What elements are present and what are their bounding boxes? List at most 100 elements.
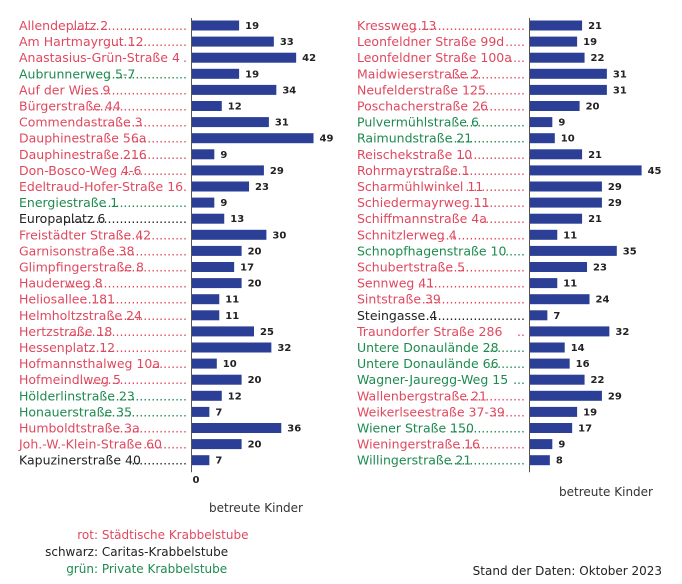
right-value-label: 17	[578, 424, 592, 435]
right-category-label: Maidwieserstraße 2	[357, 66, 479, 81]
left-bar	[192, 165, 264, 176]
left-value-label: 20	[248, 440, 262, 451]
right-category-dots: .........	[489, 404, 525, 419]
right-category-dots: ..............	[469, 82, 525, 97]
right-value-label: 16	[576, 359, 590, 370]
left-category-label: Humboldtstraße 3a	[19, 421, 140, 436]
right-category-dots: ..	[517, 324, 525, 339]
left-category-dots: .........	[151, 356, 187, 371]
left-value-label: 9	[220, 198, 227, 209]
right-category-label: Untere Donaulände 66	[357, 356, 499, 371]
left-value-label: 20	[248, 246, 262, 257]
left-category-dots: ......................	[100, 115, 187, 130]
left-value-label: 17	[240, 263, 254, 274]
legend-label-rot: Städtische Krabbelstube	[101, 528, 249, 542]
right-category-label: Pulvermühlstraße 6	[357, 115, 479, 130]
right-category-dots: .....	[505, 34, 525, 49]
left-category-label: Heliosallee 181	[19, 292, 115, 307]
legend-item-gruen: grün: Private Krabbelstube	[0, 561, 248, 578]
left-category-label: Hessenplatz 12	[19, 340, 115, 355]
right-value-label: 32	[615, 327, 629, 338]
left-bar	[192, 310, 220, 321]
right-category-label: Schubertstraße 5	[357, 260, 465, 275]
right-bar	[530, 310, 548, 321]
left-bar	[192, 149, 215, 160]
right-category-dots: .........	[489, 356, 525, 371]
left-category-label: Hölderlinstraße 23	[19, 388, 135, 403]
left-category-label: Auf der Wies 9	[19, 82, 110, 97]
left-category-dots: ...........................	[80, 82, 187, 97]
right-category-label: Sintstraße 39	[357, 292, 441, 307]
left-value-label: 9	[220, 150, 227, 161]
left-category-dots: .............................	[72, 18, 187, 33]
chart: Allendeplatz 2..........................…	[18, 18, 662, 515]
left-value-label: 34	[282, 85, 296, 96]
right-bar	[530, 68, 607, 79]
right-category-dots: ...............	[465, 115, 525, 130]
left-bar	[192, 326, 254, 337]
right-value-label: 22	[591, 375, 605, 386]
right-value-label: 7	[553, 311, 560, 322]
left-category-dots: .	[183, 179, 187, 194]
right-category-dots: .................	[457, 437, 525, 452]
left-category-label: Freistädter Straße 42	[19, 227, 151, 242]
legend-label-gruen: Private Krabbelstube	[101, 562, 228, 576]
left-value-label: 19	[245, 69, 259, 80]
right-category-label: Leonfeldner Straße 100a	[357, 50, 512, 65]
right-category-label: Wiener Straße 150	[357, 421, 474, 436]
left-value-label: 32	[277, 343, 291, 354]
right-value-label: 21	[588, 21, 602, 32]
left-category-dots: ................................	[60, 276, 187, 291]
right-value-label: 31	[613, 85, 627, 96]
left-bar	[192, 342, 272, 353]
right-value-label: 11	[563, 230, 577, 241]
left-category-dots: .....................	[104, 404, 187, 419]
left-value-label: 49	[320, 134, 334, 145]
right-value-label: 21	[588, 150, 602, 161]
left-bar	[192, 20, 240, 31]
right-category-label: Schnopfhagenstraße 10	[357, 243, 506, 258]
left-category-label: Kapuzinerstraße 40	[19, 453, 141, 468]
right-bar	[530, 406, 578, 417]
left-category-dots: .....................	[104, 388, 187, 403]
right-bar	[530, 374, 585, 385]
right-bar	[530, 245, 617, 256]
right-bar	[530, 326, 610, 337]
left-value-label: 19	[245, 21, 259, 32]
right-value-label: 19	[583, 407, 597, 418]
right-bar	[530, 439, 553, 450]
right-bar	[530, 213, 583, 224]
left-bar	[192, 181, 250, 192]
legend-item-rot: rot: Städtische Krabbelstube	[0, 527, 248, 544]
left-category-label: Garnisonstraße 38	[19, 243, 134, 258]
left-bar	[192, 68, 240, 79]
right-category-dots: .......................	[434, 227, 525, 242]
left-bar	[192, 229, 267, 240]
right-category-label: Schiffmannstraße 4a	[357, 211, 487, 226]
left-value-label: 36	[287, 424, 301, 435]
legend-key-gruen: grün:	[66, 562, 98, 576]
data-date-note: Stand der Daten: Oktober 2023	[472, 564, 662, 578]
right-category-dots: ..............................	[406, 18, 525, 33]
right-category-label: Scharmühlwinkel 11	[357, 179, 483, 194]
right-value-label: 9	[558, 440, 565, 451]
legend-item-schwarz: schwarz: Caritas-Krabbelstube	[0, 544, 248, 561]
right-bar	[530, 101, 580, 111]
left-category-dots: ..............	[131, 453, 187, 468]
right-bar	[530, 278, 558, 289]
left-category-label: Hertzstraße 18	[19, 324, 112, 339]
right-category-label: Leonfeldner Straße 99d	[357, 34, 504, 49]
left-value-label: 33	[280, 37, 294, 48]
right-category-dots: .................	[457, 147, 525, 162]
right-x-axis-title: betreute Kinder	[559, 485, 653, 499]
right-category-dots: ..........................	[422, 292, 525, 307]
left-zero-tick-label: 0	[193, 475, 200, 486]
left-bar	[192, 262, 235, 272]
right-bar	[530, 36, 578, 47]
right-bar	[530, 342, 565, 353]
right-value-label: 22	[591, 53, 605, 64]
right-category-label: Willingerstraße 21	[357, 453, 471, 468]
right-bar	[530, 52, 585, 63]
left-category-dots: .....................	[104, 34, 187, 49]
right-value-label: 20	[586, 102, 600, 113]
